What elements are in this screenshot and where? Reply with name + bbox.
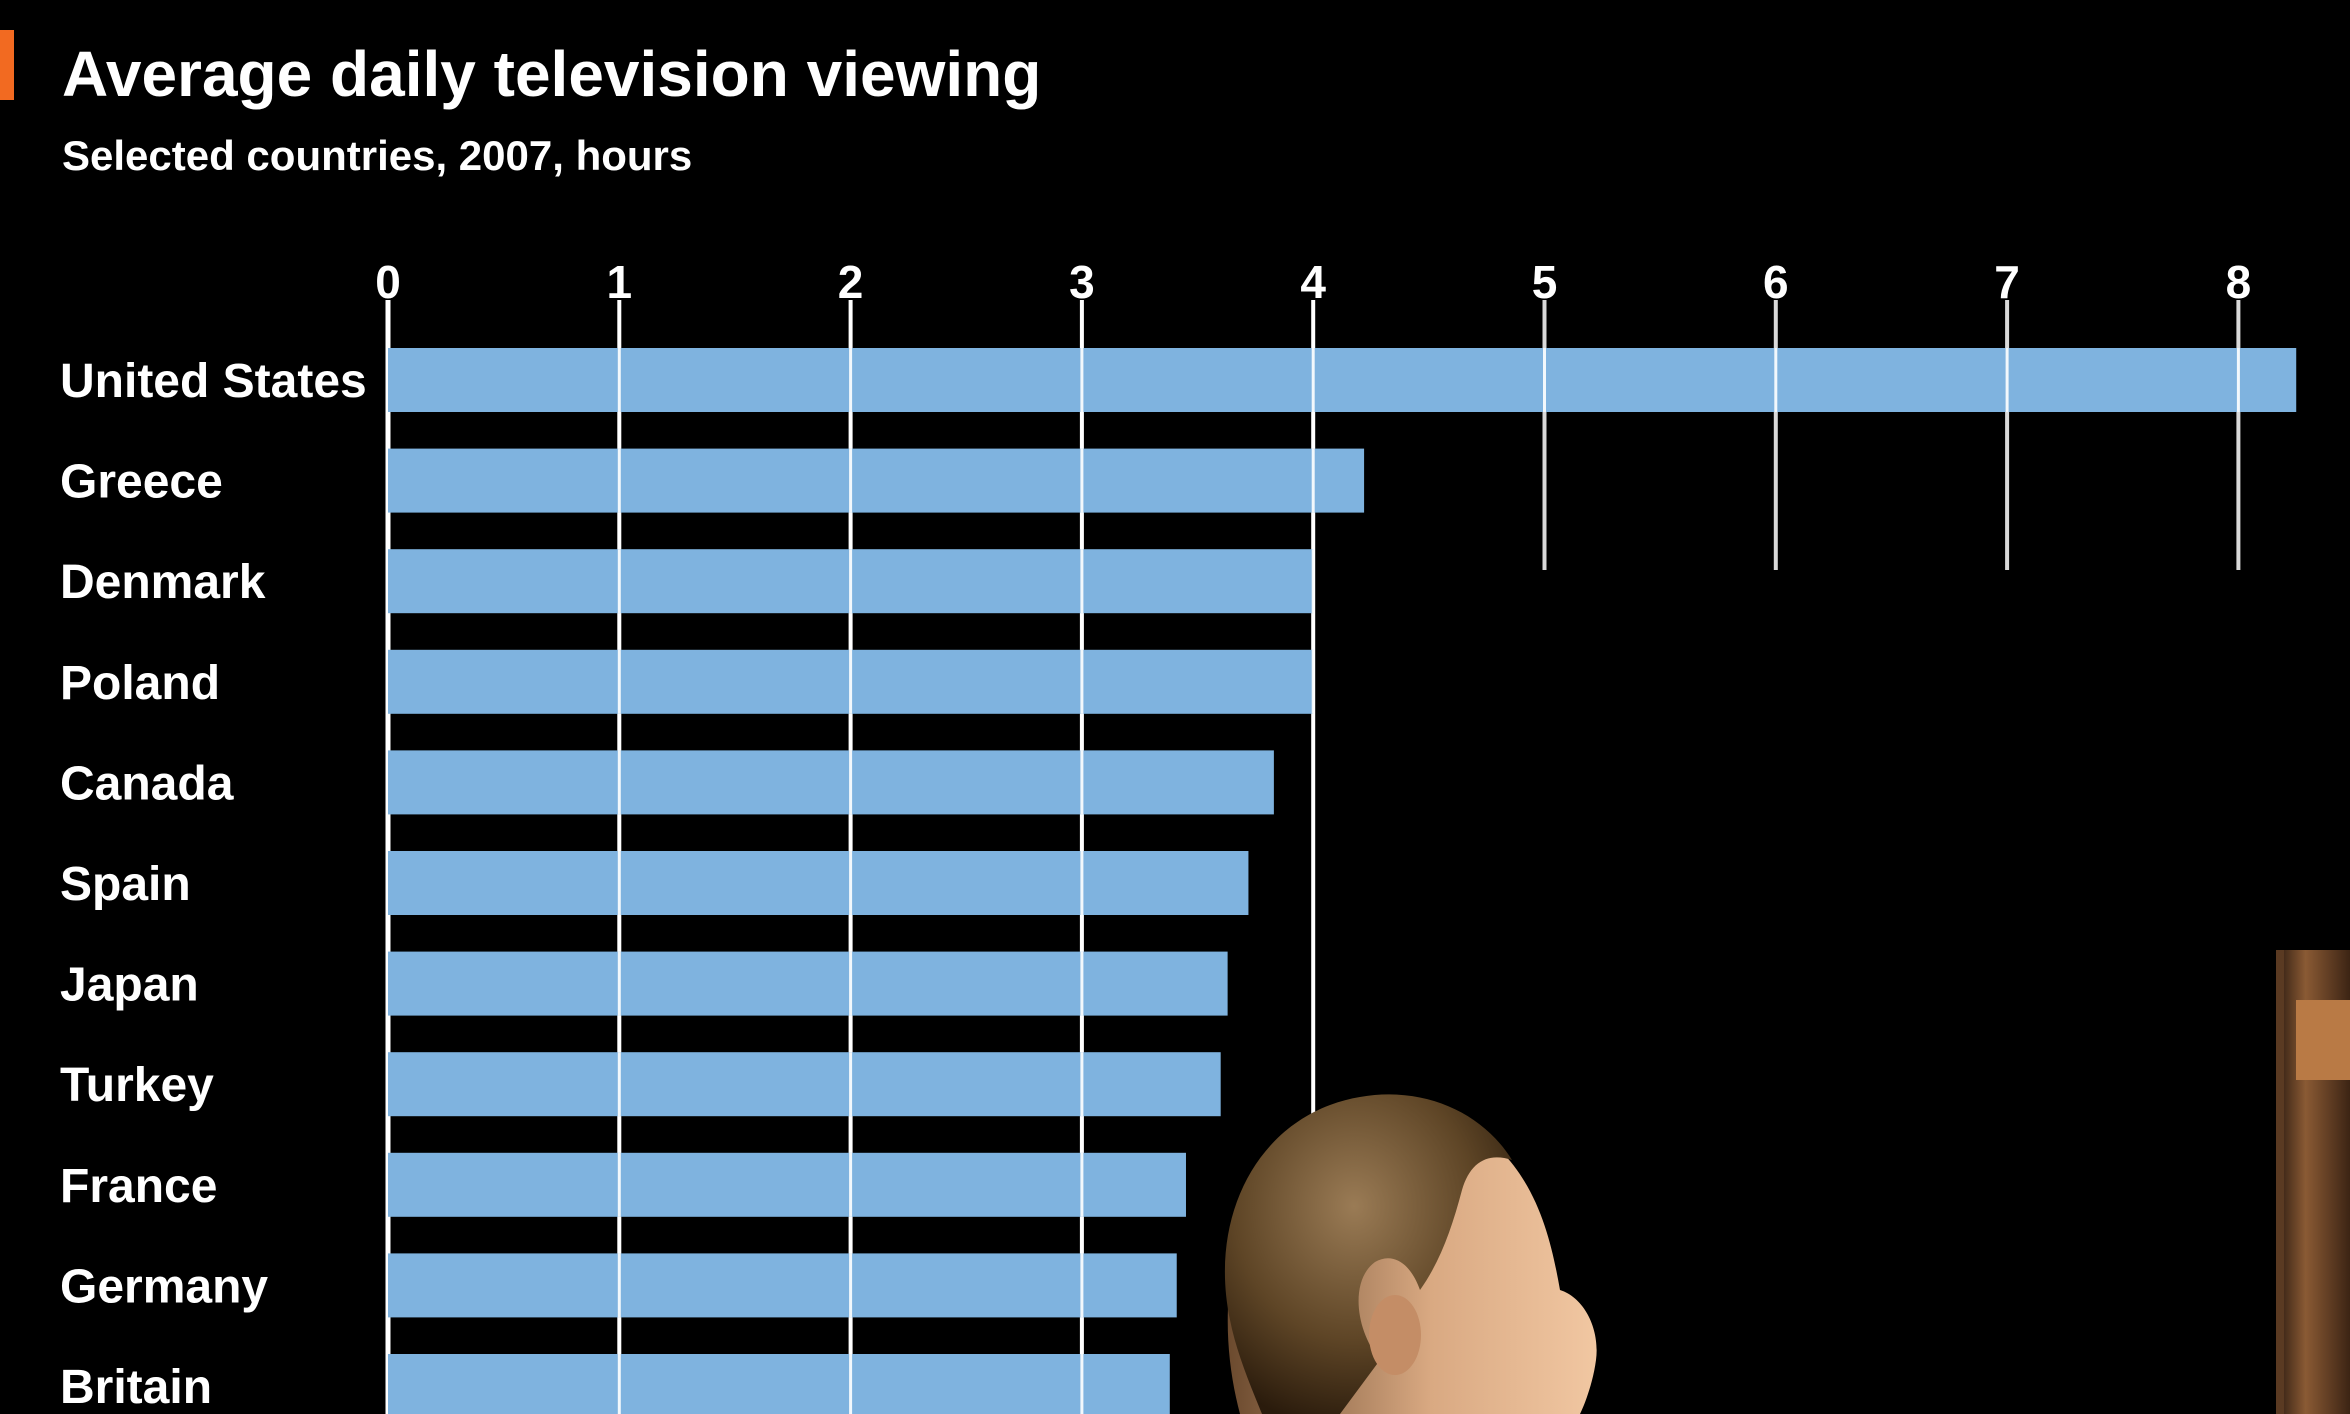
category-label: Spain: [60, 858, 191, 911]
category-label: Japan: [60, 959, 199, 1012]
category-label: Denmark: [60, 556, 266, 609]
bar: [388, 1354, 1170, 1414]
category-label: Britain: [60, 1361, 212, 1414]
category-label: Greece: [60, 456, 223, 509]
category-label: Canada: [60, 757, 234, 810]
tick-label: 0: [375, 256, 401, 308]
category-label: Germany: [60, 1260, 268, 1313]
child-ear: [1369, 1295, 1421, 1375]
category-labels: United States Greece Denmark Poland Canada Sp…: [60, 355, 367, 1414]
tick-label: 8: [2226, 256, 2252, 308]
chart-subtitle: Selected countries, 2007, hours: [62, 132, 692, 179]
gridlines-over-bars: [617, 348, 2240, 1414]
bar: [388, 1052, 1221, 1117]
tick-label: 3: [1069, 256, 1095, 308]
chart-title: Average daily television viewing: [62, 38, 1041, 110]
category-label: Turkey: [60, 1059, 214, 1112]
television-set: [2276, 950, 2350, 1414]
tick-label: 2: [838, 256, 864, 308]
title-accent-bar: [0, 30, 14, 100]
bar: [388, 1152, 1186, 1217]
tick-label: 7: [1994, 256, 2020, 308]
bars: [388, 348, 2297, 1414]
category-label: Poland: [60, 657, 220, 710]
bar: [388, 750, 1274, 815]
x-axis-ticks: 0 1 2 3 4 5 6 7 8: [375, 256, 2251, 308]
bar: [388, 448, 1365, 513]
bar: [388, 951, 1228, 1016]
category-label: France: [60, 1160, 217, 1213]
tick-label: 6: [1763, 256, 1789, 308]
category-label: United States: [60, 355, 367, 408]
bar: [388, 851, 1249, 915]
child-hair: [1224, 1094, 1512, 1414]
tick-label: 5: [1532, 256, 1558, 308]
tick-label: 4: [1300, 256, 1326, 308]
child-photo: [1224, 1094, 1597, 1414]
tick-label: 1: [607, 256, 633, 308]
bar: [388, 348, 2297, 412]
bar: [388, 1253, 1177, 1318]
